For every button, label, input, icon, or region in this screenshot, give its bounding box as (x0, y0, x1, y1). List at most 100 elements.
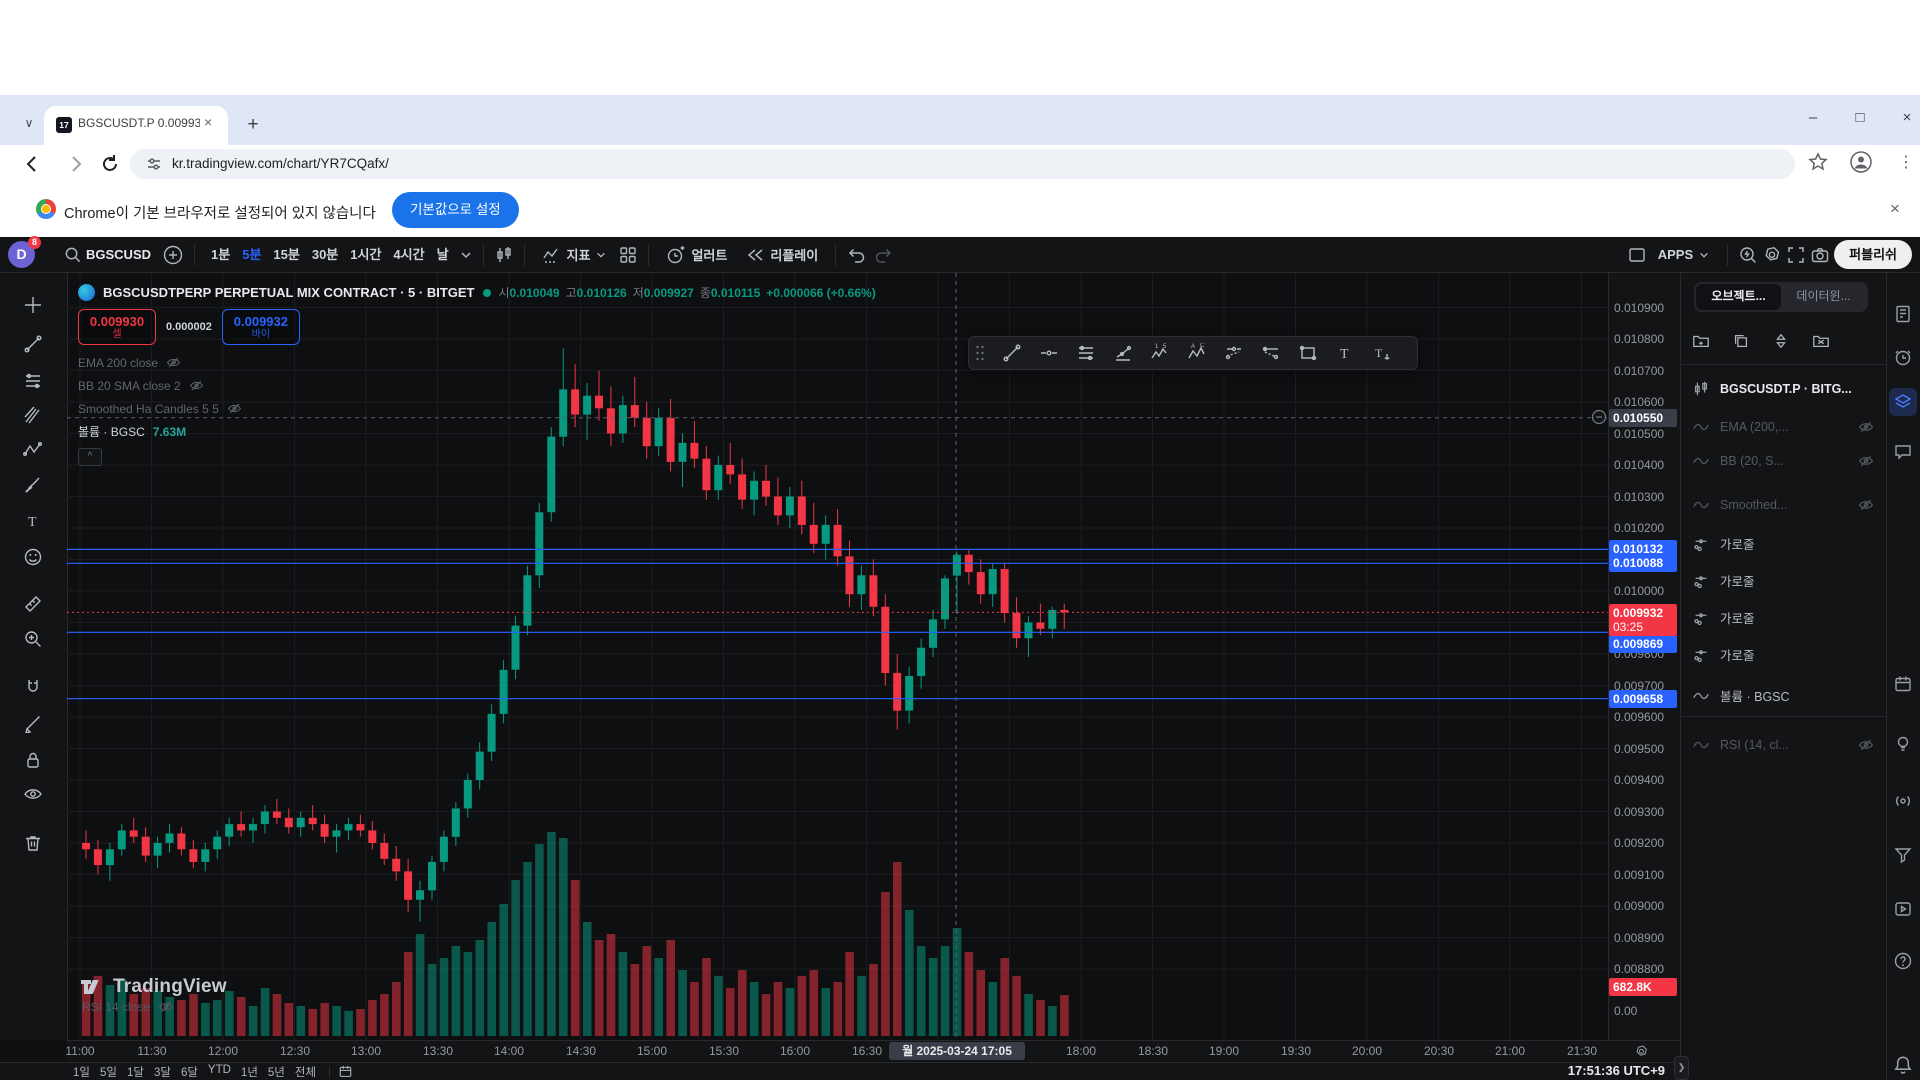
eye-icon[interactable] (23, 784, 45, 806)
calendar-icon[interactable] (1892, 673, 1914, 695)
new-folder-icon[interactable] (1692, 332, 1710, 350)
profile-avatar-icon[interactable] (1850, 151, 1872, 173)
eye-off-icon[interactable] (158, 999, 174, 1015)
price-scale[interactable] (1608, 273, 1681, 1040)
quick-search-icon[interactable] (1738, 245, 1758, 265)
interval-button-15분[interactable]: 15분 (273, 246, 300, 262)
indicator-row[interactable]: EMA 200 close (78, 351, 882, 374)
object-tree-item[interactable]: 가로줄 (1692, 534, 1874, 553)
drag-handle-icon[interactable] (975, 344, 985, 362)
range-button-1달[interactable]: 1달 (126, 1066, 144, 1079)
interval-button-5분[interactable]: 5분 (242, 246, 262, 262)
volume-indicator-row[interactable]: 볼륨 · BGSC 7.63M (78, 424, 187, 440)
brush-icon[interactable] (23, 475, 45, 497)
legend-collapse-button[interactable]: ^ (78, 448, 102, 466)
time-axis[interactable] (67, 1040, 1680, 1063)
object-tree-item[interactable]: Smoothed... (1692, 496, 1874, 514)
new-tab-button[interactable]: + (247, 114, 259, 135)
object-tree-item[interactable]: 가로줄 (1692, 645, 1874, 664)
object-tree-item[interactable]: RSI (14, cl... (1692, 736, 1874, 754)
indicator-row[interactable]: BB 20 SMA close 2 (78, 374, 882, 397)
dotted-line-up-icon[interactable] (1224, 343, 1244, 363)
lock-icon[interactable] (23, 750, 45, 772)
object-tree-item[interactable]: BB (20, S... (1692, 452, 1874, 470)
screenshot-camera-icon[interactable] (1810, 245, 1830, 265)
emoji-icon[interactable] (23, 547, 45, 569)
browser-menu-icon[interactable]: ⋮ (1898, 154, 1914, 171)
undo-icon[interactable] (846, 244, 868, 266)
anchored-text-icon[interactable]: T (1372, 343, 1392, 363)
add-symbol-icon[interactable] (162, 244, 184, 266)
interval-button-날[interactable]: 날 (436, 246, 449, 262)
streams-icon[interactable] (1892, 898, 1914, 920)
sidebar-tab[interactable]: 오브젝트... (1696, 284, 1781, 310)
horizontal-line-icon[interactable] (1039, 343, 1059, 363)
tab-close-icon[interactable]: × (204, 114, 213, 130)
go-to-date-icon[interactable] (338, 1064, 353, 1079)
trend-line-icon[interactable] (1002, 343, 1022, 363)
magnet-icon[interactable] (23, 677, 45, 699)
sell-button[interactable]: 0.009930 셀 (78, 309, 156, 345)
bookmark-star-icon[interactable] (1808, 152, 1828, 172)
rectangle-icon[interactable] (1298, 343, 1318, 363)
fullscreen-icon[interactable] (1786, 245, 1806, 265)
crosshair-icon[interactable] (23, 295, 45, 317)
dotted-line-down-icon[interactable] (1261, 343, 1281, 363)
window-maximize-button[interactable]: □ (1855, 109, 1865, 126)
back-icon[interactable] (18, 150, 46, 178)
alerts-icon[interactable] (1892, 346, 1914, 368)
watchlist-icon[interactable] (1892, 303, 1914, 325)
layout-panel-icon[interactable] (1627, 245, 1647, 265)
notice-close-icon[interactable]: × (1890, 199, 1900, 218)
help-icon[interactable] (1892, 950, 1914, 972)
object-tree-icon[interactable] (1889, 388, 1917, 416)
interval-button-1분[interactable]: 1분 (211, 246, 231, 262)
object-tree-item[interactable]: EMA (200,... (1692, 418, 1874, 436)
chart-type-icon[interactable] (494, 245, 514, 265)
interval-button-4시간[interactable]: 4시간 (393, 246, 425, 262)
alert-button[interactable]: 얼러트 (659, 241, 734, 269)
minds-icon[interactable] (1892, 790, 1914, 812)
zoom-in-icon[interactable] (23, 629, 45, 651)
chart-canvas[interactable] (67, 273, 1608, 1040)
indicator-row[interactable]: Smoothed Ha Candles 5 5 (78, 397, 882, 420)
ruler-icon[interactable] (23, 594, 45, 616)
trash-icon[interactable] (23, 833, 45, 855)
trend-line-icon[interactable] (23, 334, 45, 356)
notifications-bell-icon[interactable] (1892, 1054, 1914, 1076)
range-button-1일[interactable]: 1일 (73, 1066, 90, 1079)
tradingview-watermark[interactable]: TradingView (80, 976, 227, 998)
forward-icon[interactable] (62, 150, 90, 178)
omnibox[interactable] (130, 149, 1795, 179)
publish-button[interactable]: 퍼블리쉬 (1834, 240, 1912, 269)
polyline-channel-icon[interactable] (1113, 343, 1133, 363)
window-minimize-button[interactable]: – (1808, 109, 1818, 126)
range-button-5년[interactable]: 5년 (267, 1066, 285, 1079)
symbol-search-button[interactable]: BGSCUSD (57, 241, 158, 269)
fib-retracement-icon[interactable] (1076, 343, 1096, 363)
pencil-icon[interactable] (23, 713, 45, 735)
layout-templates-icon[interactable] (618, 245, 638, 265)
reload-icon[interactable] (96, 150, 124, 178)
object-tree-item[interactable]: 가로줄 (1692, 608, 1874, 627)
tab-search-icon[interactable]: ∨ (24, 116, 34, 130)
replay-button[interactable]: 리플레이 (738, 241, 825, 269)
browser-tab[interactable] (44, 106, 228, 145)
object-tree-item[interactable]: BGSCUSDT.P · BITG... (1692, 380, 1874, 398)
rsi-indicator-row[interactable]: RSI 14 close (82, 999, 174, 1015)
chat-icon[interactable] (1892, 441, 1914, 463)
redo-icon[interactable] (872, 244, 894, 266)
sort-icon[interactable] (1772, 332, 1790, 350)
settings-icon[interactable] (1762, 245, 1782, 265)
text-icon[interactable]: T (1335, 343, 1355, 363)
range-button-YTD[interactable]: YTD (207, 1063, 231, 1076)
range-button-3달[interactable]: 3달 (153, 1066, 171, 1079)
sidebar-collapse-button[interactable]: ❯ (1674, 1056, 1689, 1080)
sidebar-tab[interactable]: 데이터윈... (1796, 289, 1851, 303)
price-axis-marker-icon[interactable] (1591, 409, 1607, 425)
object-tree-item[interactable]: 가로줄 (1692, 571, 1874, 590)
axis-settings-icon[interactable] (1634, 1044, 1649, 1059)
fib-retracement-icon[interactable] (23, 371, 45, 393)
pitchfork-icon[interactable] (23, 405, 45, 427)
